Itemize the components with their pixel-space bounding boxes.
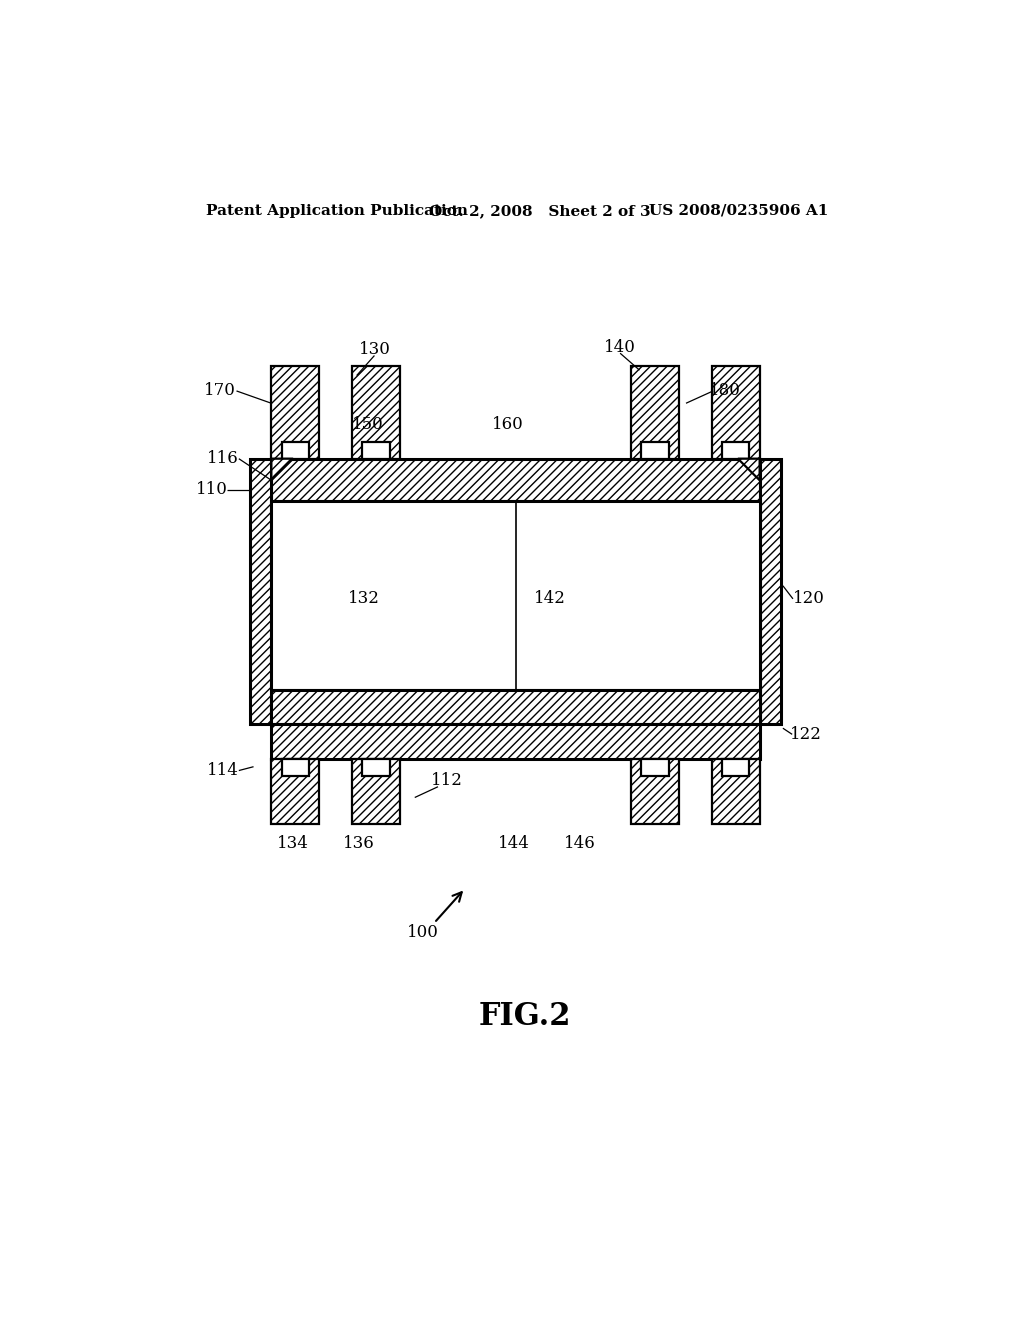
Bar xyxy=(641,759,669,776)
Text: 150: 150 xyxy=(352,416,384,433)
Text: 160: 160 xyxy=(492,416,523,433)
Bar xyxy=(712,759,760,825)
Bar xyxy=(271,367,319,459)
Bar xyxy=(271,459,760,502)
Bar xyxy=(641,442,669,459)
Text: 140: 140 xyxy=(604,338,636,355)
Polygon shape xyxy=(271,459,293,480)
Text: US 2008/0235906 A1: US 2008/0235906 A1 xyxy=(649,203,828,218)
Text: 132: 132 xyxy=(348,590,380,607)
Bar xyxy=(631,367,679,459)
Bar xyxy=(271,759,319,825)
Polygon shape xyxy=(738,459,760,480)
Bar xyxy=(352,759,400,825)
Text: 146: 146 xyxy=(564,836,596,853)
Bar xyxy=(271,689,760,725)
Text: 100: 100 xyxy=(407,924,438,941)
Text: 116: 116 xyxy=(207,450,239,467)
Text: 114: 114 xyxy=(207,762,239,779)
Text: 130: 130 xyxy=(358,341,390,358)
Bar xyxy=(722,759,750,776)
Text: 120: 120 xyxy=(793,590,824,607)
Text: 110: 110 xyxy=(196,480,227,498)
Bar xyxy=(760,459,781,725)
Text: 136: 136 xyxy=(343,836,375,853)
Bar xyxy=(271,725,760,759)
Text: 122: 122 xyxy=(791,726,822,743)
Bar xyxy=(271,502,760,689)
Text: Patent Application Publication: Patent Application Publication xyxy=(206,203,468,218)
Bar xyxy=(282,759,309,776)
Bar xyxy=(250,459,271,725)
Text: FIG.2: FIG.2 xyxy=(478,1002,571,1032)
Text: 142: 142 xyxy=(535,590,566,607)
Bar xyxy=(712,367,760,459)
Text: 144: 144 xyxy=(498,836,529,853)
Bar xyxy=(722,442,750,459)
Text: 180: 180 xyxy=(709,383,740,400)
Bar xyxy=(631,759,679,825)
Text: 134: 134 xyxy=(278,836,309,853)
Bar xyxy=(282,442,309,459)
Text: 112: 112 xyxy=(431,772,463,789)
Text: 170: 170 xyxy=(204,383,236,400)
Text: Oct. 2, 2008   Sheet 2 of 3: Oct. 2, 2008 Sheet 2 of 3 xyxy=(429,203,650,218)
Bar xyxy=(352,367,400,459)
Bar xyxy=(362,759,389,776)
Bar xyxy=(362,442,389,459)
